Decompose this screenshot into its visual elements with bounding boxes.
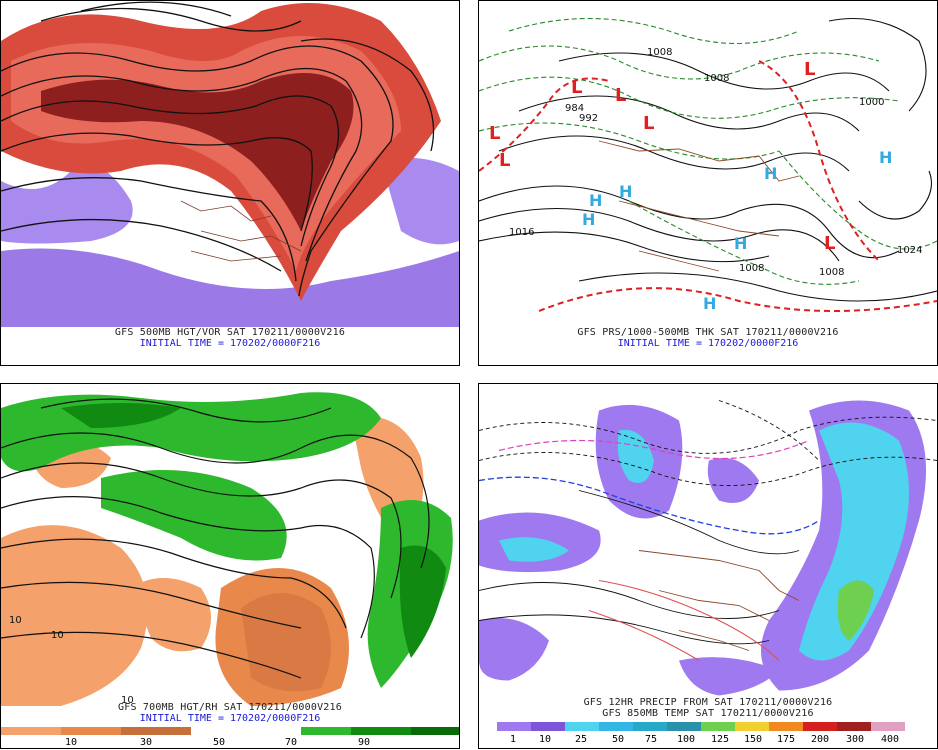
panel-3-caption: GFS 700MB HGT/RH SAT 170211/0000V216	[118, 702, 342, 713]
panel-1-initial-time: INITIAL TIME = 170202/0000F216	[139, 338, 321, 349]
high-pressure-marker: H	[879, 148, 892, 167]
panel-700mb-humidity: 10 10 10 GFS 700MB HGT/RH SAT 170211/000…	[0, 383, 460, 749]
panel-4-caption-2: GFS 850MB TEMP SAT 170211/0000V216	[602, 708, 814, 719]
precip-tick: 50	[611, 734, 625, 745]
precip-swatch	[735, 722, 769, 731]
high-pressure-marker: H	[619, 182, 632, 201]
rh-contour-label: 10	[51, 630, 64, 641]
isobar-label: 1024	[897, 245, 922, 256]
rh-tick: 70	[284, 737, 298, 748]
precip-swatch	[633, 722, 667, 731]
low-pressure-marker: L	[489, 123, 500, 144]
panel-2-caption: GFS PRS/1000-500MB THK SAT 170211/0000V2…	[577, 327, 839, 338]
precip-tick: 200	[810, 734, 830, 745]
precip-swatch	[531, 722, 565, 731]
low-pressure-marker: L	[571, 77, 582, 98]
rh-tick: 30	[139, 737, 153, 748]
low-pressure-marker: L	[804, 59, 815, 80]
low-pressure-marker: L	[824, 233, 835, 254]
isobar-label: 1008	[647, 47, 672, 58]
rh-contour-label: 10	[121, 695, 134, 706]
precip-tick: 175	[776, 734, 796, 745]
isobar-label: 1008	[704, 73, 729, 84]
precip-colorbar: 1 10 25 50 75 100 125 150 175 200 300 40…	[479, 720, 937, 748]
precip-map	[479, 390, 937, 704]
precip-tick: 100	[676, 734, 696, 745]
rh-colorbar: 10 30 50 70 90	[1, 727, 459, 748]
precip-tick: 300	[845, 734, 865, 745]
precip-swatch	[497, 722, 531, 731]
precip-swatch	[803, 722, 837, 731]
precip-tick: 25	[574, 734, 588, 745]
panel-precip-850mb-temp: GFS 12HR PRECIP FROM SAT 170211/0000V216…	[478, 383, 938, 749]
low-pressure-marker: L	[499, 150, 510, 171]
isobar-label: 1016	[509, 227, 534, 238]
panel-pressure-thickness: 1016 1024 1008 992 984 1008 1000 1008 10…	[478, 0, 938, 366]
precip-tick: 75	[644, 734, 658, 745]
precip-swatch	[479, 722, 497, 731]
precip-swatch	[701, 722, 735, 731]
precip-tick: 125	[710, 734, 730, 745]
high-pressure-marker: H	[734, 234, 747, 253]
rh-swatch	[61, 727, 121, 735]
vorticity-map	[1, 1, 459, 327]
rh-tick: 50	[212, 737, 226, 748]
isobar-label: 1000	[859, 97, 884, 108]
rh-swatch	[191, 727, 251, 735]
panel-1-caption: GFS 500MB HGT/VOR SAT 170211/0000V216	[114, 327, 346, 338]
high-pressure-marker: H	[582, 210, 595, 229]
rh-swatch	[301, 727, 351, 735]
precip-swatch	[769, 722, 803, 731]
isobar-label: 992	[579, 113, 598, 124]
panel-3-initial-time: INITIAL TIME = 170202/0000F216	[139, 713, 321, 724]
precip-tick: 150	[743, 734, 763, 745]
rh-swatch	[411, 727, 459, 735]
precip-tick: 10	[538, 734, 552, 745]
high-pressure-marker: H	[589, 191, 602, 210]
precip-tick: 400	[880, 734, 900, 745]
high-pressure-marker: H	[703, 294, 716, 313]
precip-swatch	[837, 722, 871, 731]
rh-tick: 10	[64, 737, 78, 748]
isobar-label: 1008	[819, 267, 844, 278]
rh-swatch	[251, 727, 301, 735]
panel-500mb-vorticity: GFS 500MB HGT/VOR SAT 170211/0000V216 IN…	[0, 0, 460, 366]
humidity-map: 10 10 10	[1, 388, 459, 706]
precip-swatch	[599, 722, 633, 731]
isobar-label: 984	[565, 103, 584, 114]
precip-tick: 1	[509, 734, 517, 745]
rh-swatch	[351, 727, 411, 735]
rh-tick: 90	[357, 737, 371, 748]
low-pressure-marker: L	[643, 113, 654, 134]
precip-swatch	[565, 722, 599, 731]
rh-contour-label: 10	[9, 615, 22, 626]
high-pressure-marker: H	[764, 164, 777, 183]
panel-2-initial-time: INITIAL TIME = 170202/0000F216	[617, 338, 799, 349]
pressure-map: 1016 1024 1008 992 984 1008 1000 1008 10…	[479, 1, 937, 327]
rh-swatch	[121, 727, 191, 735]
precip-swatch	[667, 722, 701, 731]
precip-swatch	[871, 722, 905, 731]
low-pressure-marker: L	[615, 85, 626, 106]
isobar-label: 1008	[739, 263, 764, 274]
panel-4-caption: GFS 12HR PRECIP FROM SAT 170211/0000V216	[583, 697, 833, 708]
rh-swatch	[1, 727, 61, 735]
